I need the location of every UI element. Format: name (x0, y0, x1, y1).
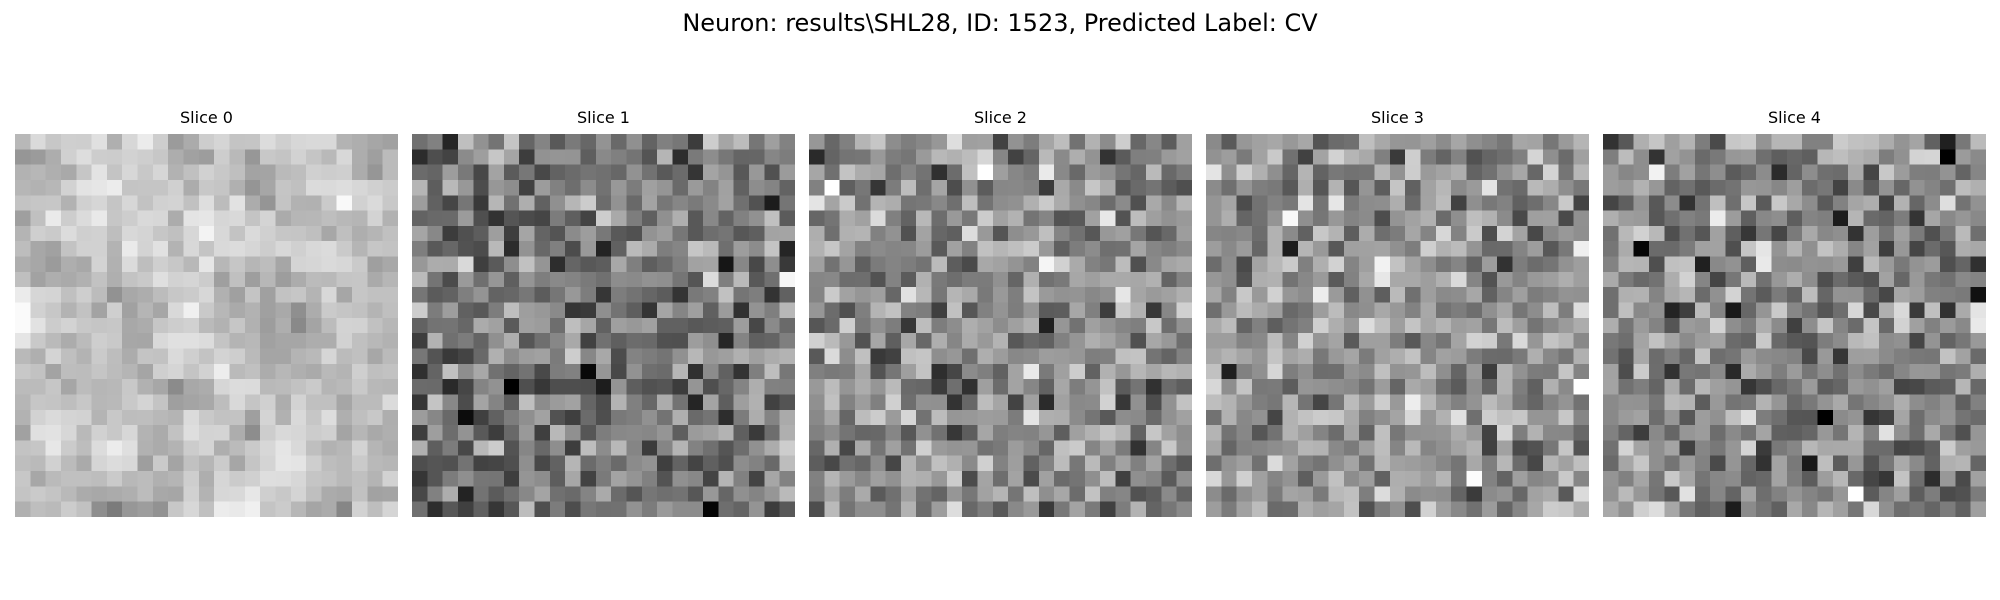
slice-panel-2: Slice 2 (809, 108, 1192, 517)
slice-title: Slice 3 (1371, 108, 1424, 127)
slice-panel-4: Slice 4 (1603, 108, 1986, 517)
slice-title: Slice 2 (974, 108, 1027, 127)
slice-image (809, 134, 1192, 517)
slice-title: Slice 1 (577, 108, 630, 127)
slice-title: Slice 0 (180, 108, 233, 127)
slice-panel-3: Slice 3 (1206, 108, 1589, 517)
slice-panel-1: Slice 1 (412, 108, 795, 517)
slice-image (1206, 134, 1589, 517)
slice-panel-0: Slice 0 (15, 108, 398, 517)
slice-image (1603, 134, 1986, 517)
slice-image (15, 134, 398, 517)
slice-title: Slice 4 (1768, 108, 1821, 127)
slice-image (412, 134, 795, 517)
figure-title: Neuron: results\SHL28, ID: 1523, Predict… (682, 9, 1318, 37)
